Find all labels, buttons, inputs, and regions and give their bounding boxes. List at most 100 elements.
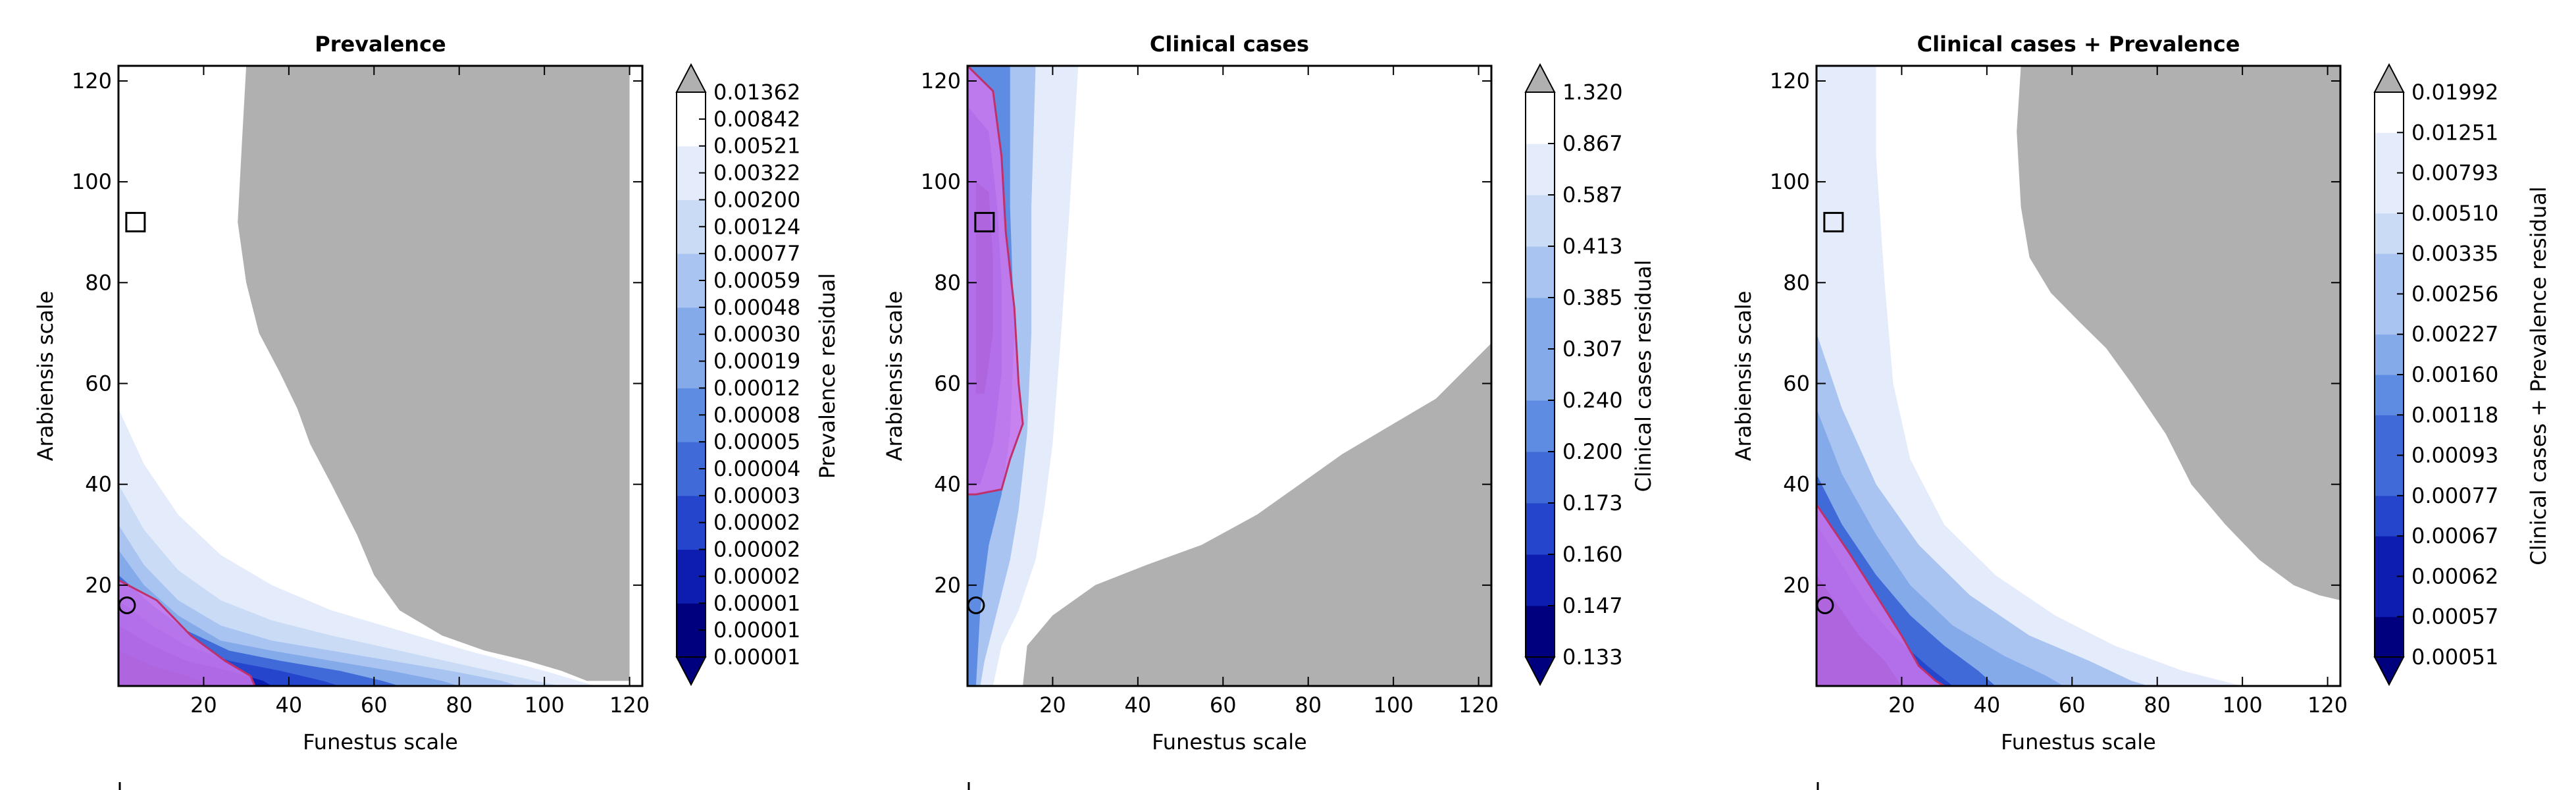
out-of-range-region [1023,343,1491,686]
colorbar-tick-label: 0.867 [1562,131,1623,156]
colorbar-tick-label: 0.00227 [2411,322,2498,347]
colorbar-tick-label: 0.147 [1562,593,1623,618]
colorbar-segment [1526,400,1555,452]
best-fit-region [967,66,1024,496]
colorbar-extend-max [675,63,707,93]
plot-area [118,66,642,686]
x-tick-label: 80 [2144,693,2171,718]
x-tick-label: 120 [1458,693,1499,718]
x-tick-label: 120 [2307,693,2348,718]
colorbar-segment [677,172,706,200]
plot-frame [966,65,1493,687]
colorbar-tick-label: 0.00124 [713,214,800,239]
colorbar-tick-label: 0.00077 [2411,483,2498,508]
colorbar-tick-label: 0.00002 [713,537,800,562]
colorbar-segment [1526,606,1555,658]
colorbar-extend-min [2373,656,2405,687]
colorbar-segment [677,388,706,415]
colorbar-tick-label: 0.00059 [713,268,800,293]
colorbar-segment [677,92,706,120]
colorbar-segment [677,495,706,523]
colorbar-segment [677,253,706,281]
contour-band [1816,66,2243,686]
colorbar-tick-label: 0.00004 [713,456,800,481]
square-marker [974,211,995,232]
y-axis-label: Arabiensis scale [33,291,58,461]
colorbar-tick-label: 0.00093 [2411,443,2498,468]
colorbar-tick-label: 0.240 [1562,388,1623,413]
colorbar-segment [1526,554,1555,606]
colorbar-tick-label: 0.00062 [2411,564,2498,589]
colorbar-tick-label: 0.00842 [713,107,800,132]
y-tick-label: 40 [85,472,112,497]
colorbar-segment [677,469,706,496]
colorbar-segment [2375,455,2404,496]
panel-clinical-cases: Clinical cases 20 40 60 80 100 120 20 40 60 80 100… [882,32,1656,754]
colorbar-tick-label: 0.00002 [713,564,800,589]
square-marker [125,211,146,232]
y-tick-label: 80 [85,270,112,295]
colorbar-label: Clinical cases residual [1631,260,1656,492]
colorbar-segment [2375,213,2404,254]
colorbar-tick-label: 0.00008 [713,402,800,427]
colorbar-segment [2375,415,2404,456]
colorbar-tick-label: 0.307 [1562,336,1623,361]
y-axis-label: Arabiensis scale [1731,291,1756,461]
colorbar-tick-label: 0.00335 [2411,241,2498,266]
y-tick-label: 80 [934,270,961,295]
colorbar-segment [677,145,706,174]
best-fit-region [118,579,256,686]
colorbar-segment [1526,298,1555,350]
colorbar-tick-label: 0.00521 [713,134,800,159]
colorbar-tick-label: 0.00200 [713,187,800,212]
x-tick-label: 40 [276,693,303,718]
colorbar-segment [677,576,706,604]
colorbar-extend-max [2373,63,2405,93]
colorbar-frame [1525,92,1555,658]
colorbar-segment [677,334,706,362]
colorbar: 0.133 0.147 0.160 0.173 0.200 0.240 0.307 0.385… [1524,63,1623,687]
y-tick-label: 100 [72,169,112,194]
x-tick-label: 20 [1888,693,1915,718]
colorbar-segment [2375,294,2404,335]
x-tick-label: 20 [190,693,217,718]
panel-prevalence: Prevalence 20 40 60 80 100 12020406080100120 … [33,32,840,754]
colorbar-extend-min [1524,656,1556,687]
x-axis-label: Funestus scale [1152,729,1307,754]
y-axis-label: Arabiensis scale [882,291,907,461]
colorbar-segment [1526,195,1555,247]
x-tick-label: 100 [525,693,565,718]
x-axis-label: Funestus scale [303,729,458,754]
colorbar-tick-label: 0.00005 [713,429,800,454]
colorbar-tick-label: 0.00048 [713,295,800,320]
colorbar-segment [2375,172,2404,214]
colorbar-segment [1526,144,1555,196]
colorbar-tick-label: 0.587 [1562,182,1623,207]
colorbar-tick-label: 0.01251 [2411,120,2498,145]
x-tick-label: 40 [1974,693,2001,718]
axis-ticks: 20 40 60 80 100 120 20 40 60 80 100 120 [1770,66,2348,718]
colorbar-tick-label: 0.00256 [2411,281,2498,306]
colorbar-extend-max [1524,63,1556,93]
colorbar-tick-label: 0.01992 [2411,80,2498,105]
colorbar-tick-label: 0.00057 [2411,604,2498,629]
colorbar-segment [677,603,706,631]
x-tick-label: 100 [2223,693,2263,718]
colorbar-extend-min [675,656,707,687]
colorbar-tick-label: 0.00118 [2411,402,2498,427]
colorbar-tick-label: 0.00001 [713,645,800,670]
y-tick-label: 20 [1783,573,1810,598]
colorbar-tick-label: 0.00030 [713,322,800,347]
colorbar-label: Prevalence residual [815,273,840,479]
colorbar-segment [677,630,706,658]
colorbar-segment [677,226,706,254]
colorbar-tick-label: 0.00051 [2411,645,2498,670]
y-tick-label: 60 [85,371,112,396]
colorbar-tick-label: 0.00322 [713,161,800,186]
colorbar-segment [2375,536,2404,577]
y-tick-label: 120 [72,68,112,93]
x-tick-label: 60 [2059,693,2086,718]
plot-area [1816,66,2340,686]
colorbar-segment [2375,334,2404,375]
colorbar-label: Clinical cases + Prevalence residual [2526,186,2551,565]
